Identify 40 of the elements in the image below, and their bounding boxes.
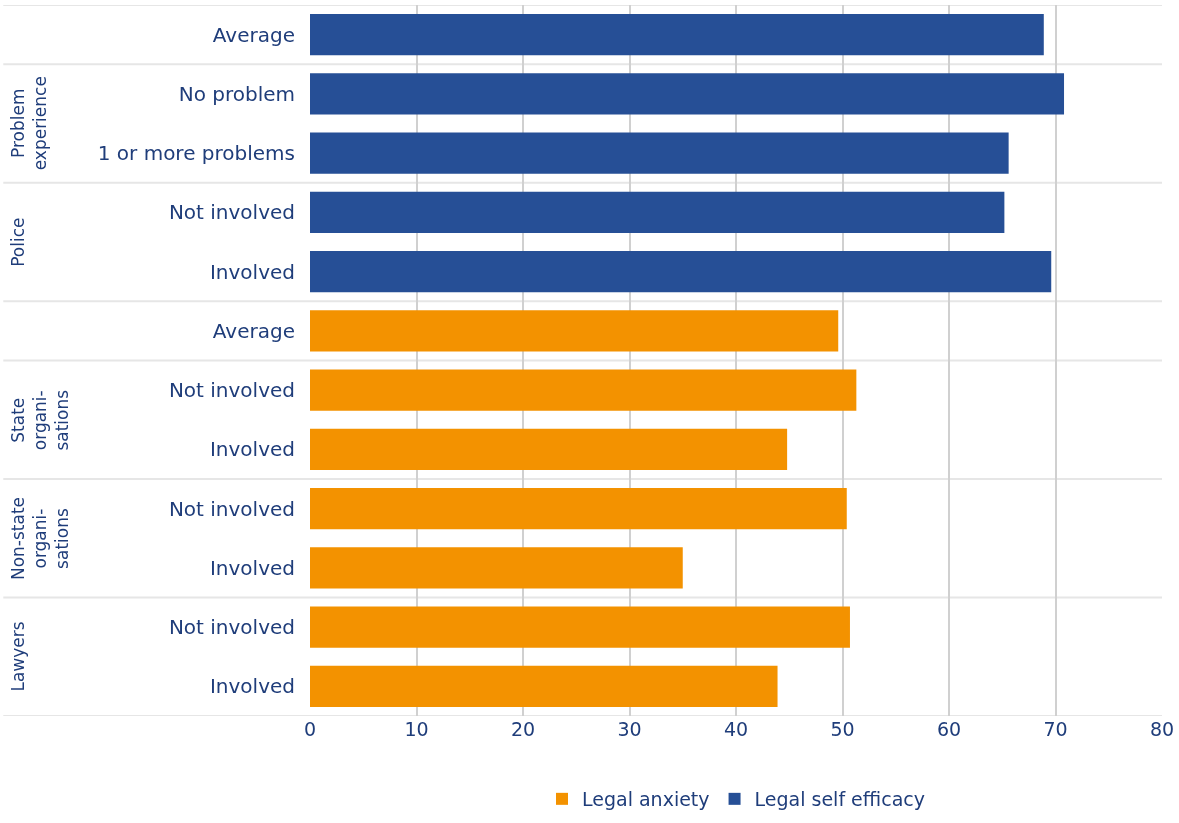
text: State organi- sations	[8, 389, 73, 451]
legend-label: Legal self efficacy	[754, 788, 925, 811]
text: Non-state organi- sations	[7, 496, 72, 581]
y-tick-label: Involved	[209, 437, 295, 462]
bar	[310, 132, 1009, 174]
x-tick-label: 60	[936, 718, 962, 740]
bar	[310, 369, 857, 411]
bar	[310, 73, 1065, 115]
y-tick-label: Average	[212, 318, 295, 343]
y-tick-label: Involved	[209, 674, 295, 699]
bar	[310, 13, 1044, 56]
bar	[310, 665, 778, 708]
x-tick-label: 70	[1043, 718, 1068, 740]
x-tick-label: 0	[303, 718, 317, 740]
text: Police	[7, 217, 28, 267]
y-tick-label: Average	[212, 22, 295, 47]
x-tick-label: 20	[510, 718, 536, 740]
bar	[310, 310, 839, 352]
x-tick-label: 50	[830, 718, 855, 740]
bar	[310, 487, 847, 530]
legend-label: Legal anxiety	[582, 788, 710, 811]
y-tick-label: 1 or more problems	[97, 141, 295, 166]
text: Problem experience	[8, 76, 51, 171]
y-tick-label: Not involved	[168, 615, 295, 640]
bar	[310, 547, 683, 589]
bar	[310, 606, 850, 648]
y-tick-label: No problem	[178, 81, 295, 106]
x-tick-label: 30	[617, 718, 642, 740]
bar	[310, 250, 1052, 293]
y-tick-label: Involved	[209, 259, 295, 284]
y-tick-label: Not involved	[168, 200, 295, 225]
x-tick-label: 10	[404, 718, 429, 740]
text: Lawyers	[8, 621, 29, 692]
x-tick-label: 80	[1149, 718, 1175, 740]
bar	[310, 428, 788, 471]
y-tick-label: Not involved	[168, 496, 295, 521]
y-tick-label: Involved	[209, 555, 295, 580]
x-tick-label: 40	[723, 718, 749, 740]
y-tick-label: Not involved	[168, 378, 295, 403]
bar	[310, 191, 1005, 234]
